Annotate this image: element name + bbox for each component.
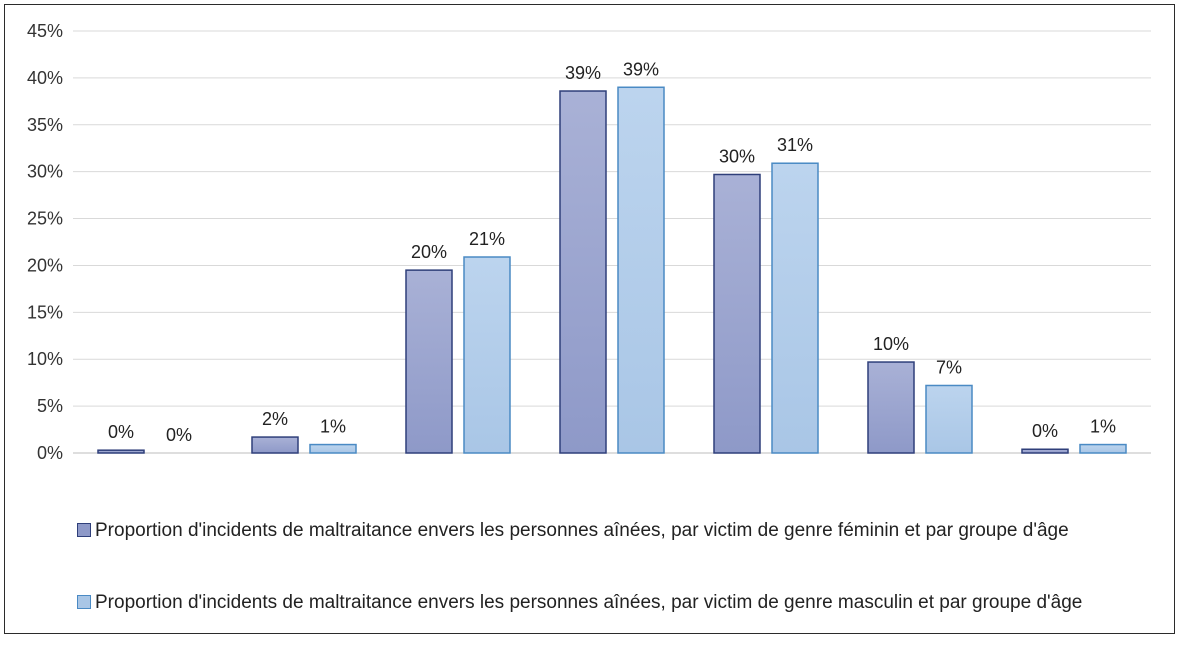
data-label: 2% — [262, 409, 288, 429]
bar-series1 — [617, 86, 665, 454]
legend-swatch-male — [77, 595, 91, 609]
bar-series0 — [97, 449, 145, 454]
y-tick-label: 0% — [37, 443, 63, 463]
y-tick-label: 45% — [27, 21, 63, 41]
legend-item-male: Proportion d'incidents de maltraitance e… — [77, 589, 1137, 616]
bar-series0 — [251, 436, 299, 454]
bar-series1 — [309, 443, 357, 454]
data-label: 30% — [719, 146, 755, 166]
data-label: 1% — [1090, 417, 1116, 437]
legend-item-female: Proportion d'incidents de maltraitance e… — [77, 517, 1137, 544]
data-label: 10% — [873, 334, 909, 354]
y-tick-label: 20% — [27, 255, 63, 275]
y-tick-label: 40% — [27, 68, 63, 88]
data-label: 31% — [777, 135, 813, 155]
bar-series0 — [1021, 448, 1069, 454]
data-label: 7% — [936, 357, 962, 377]
bar-chart: 0%5%10%15%20%25%30%35%40%45%0%0%Moins de… — [27, 21, 1151, 463]
data-label: 1% — [320, 417, 346, 437]
bar-series0 — [405, 269, 453, 454]
data-label: 0% — [1032, 421, 1058, 441]
y-tick-label: 10% — [27, 349, 63, 369]
data-label: 39% — [623, 59, 659, 79]
bar-series0 — [559, 90, 607, 454]
legend-label-male: Proportion d'incidents de maltraitance e… — [95, 592, 1083, 613]
data-label: 0% — [166, 425, 192, 445]
data-label: 39% — [565, 63, 601, 83]
y-tick-label: 5% — [37, 396, 63, 416]
bar-series0 — [713, 173, 761, 454]
data-label: 21% — [469, 229, 505, 249]
y-tick-label: 25% — [27, 209, 63, 229]
bar-series1 — [1079, 443, 1127, 454]
y-tick-label: 35% — [27, 115, 63, 135]
y-tick-label: 30% — [27, 162, 63, 182]
bar-series0 — [867, 361, 915, 454]
chart-frame: 0%5%10%15%20%25%30%35%40%45%0%0%Moins de… — [4, 4, 1175, 634]
bar-series1 — [771, 162, 819, 454]
legend-label-female: Proportion d'incidents de maltraitance e… — [95, 520, 1069, 541]
legend-swatch-female — [77, 523, 91, 537]
y-tick-label: 15% — [27, 302, 63, 322]
bar-series1 — [925, 384, 973, 454]
data-label: 20% — [411, 242, 447, 262]
bar-series1 — [463, 256, 511, 454]
data-label: 0% — [108, 422, 134, 442]
